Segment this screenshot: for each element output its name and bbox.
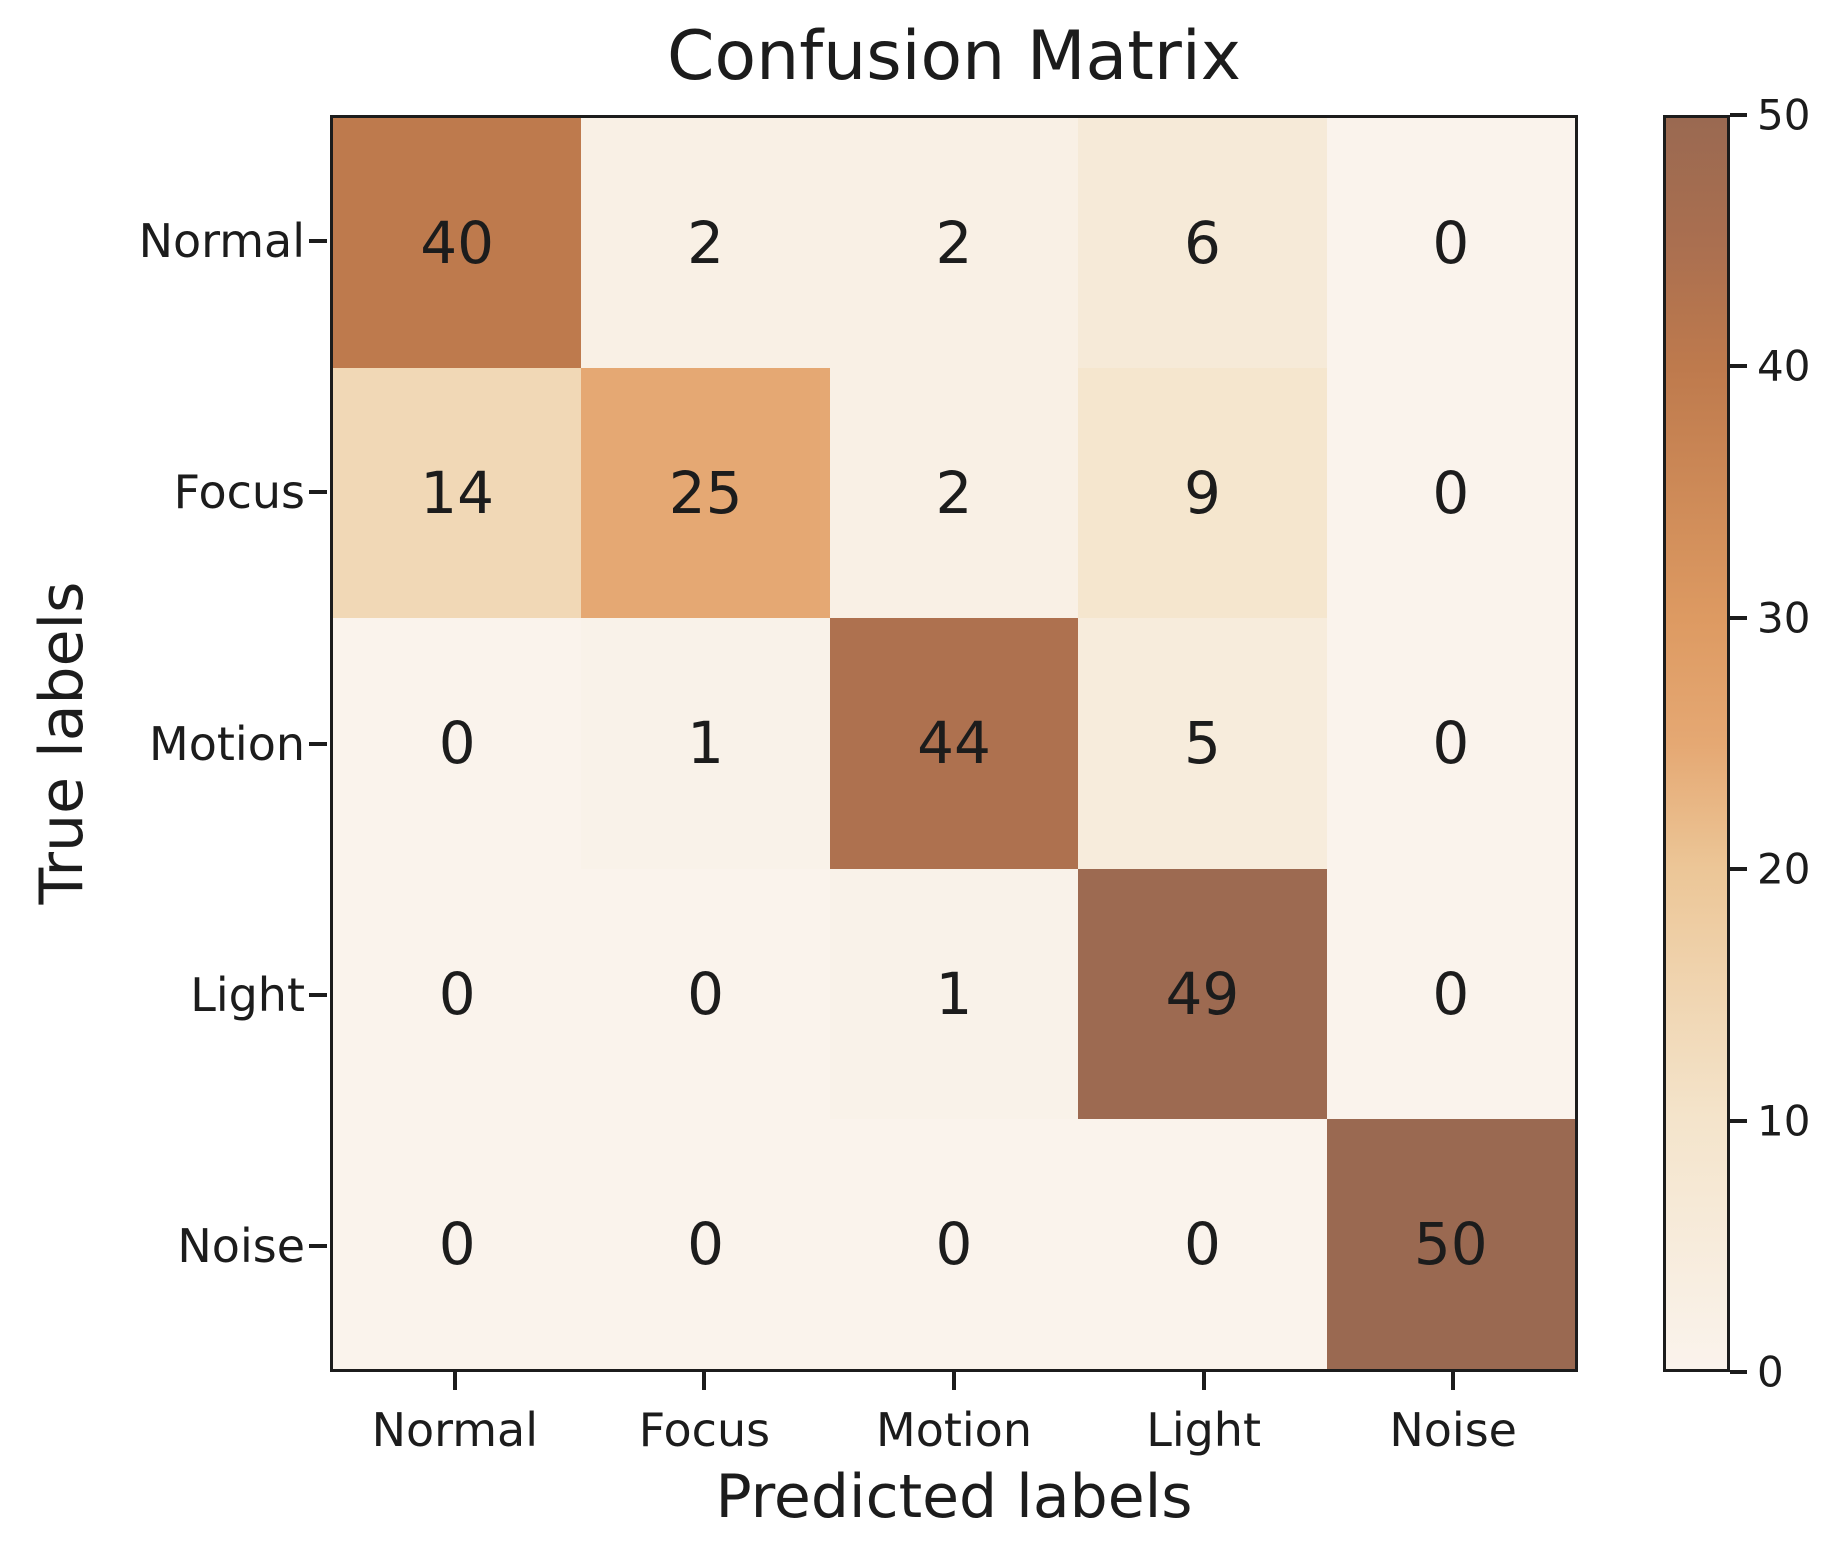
heatmap-grid: 40 2 2 6 0 14 25 2 9 0 0 1 44 5 0 0 0 1 49 0 0 0 0 0 50 bbox=[330, 115, 1578, 1372]
y-tick-label: Noise bbox=[177, 1219, 305, 1274]
x-tick-mark bbox=[452, 1372, 457, 1390]
x-tick-mark bbox=[1451, 1372, 1456, 1390]
matrix-cell: 0 bbox=[1078, 1118, 1327, 1369]
matrix-cell: 9 bbox=[1078, 368, 1327, 619]
colorbar-tick-mark bbox=[1730, 1118, 1747, 1123]
matrix-cell: 49 bbox=[1078, 868, 1327, 1119]
matrix-cell: 0 bbox=[333, 868, 582, 1119]
matrix-cell: 0 bbox=[333, 618, 582, 869]
colorbar-tick-mark bbox=[1730, 615, 1747, 620]
matrix-cell: 2 bbox=[829, 368, 1079, 619]
matrix-cell: 25 bbox=[581, 368, 830, 619]
colorbar-tick-mark bbox=[1730, 867, 1747, 872]
y-tick-label: Normal bbox=[138, 213, 305, 268]
matrix-cell: 2 bbox=[829, 118, 1079, 369]
x-tick-label: Motion bbox=[876, 1403, 1032, 1457]
matrix-cell: 5 bbox=[1078, 618, 1327, 869]
y-tick-label: Light bbox=[190, 967, 305, 1022]
y-tick-mark bbox=[309, 741, 327, 746]
x-tick-mark bbox=[952, 1372, 956, 1390]
colorbar-tick-label: 20 bbox=[1757, 844, 1811, 894]
matrix-cell: 1 bbox=[581, 618, 830, 869]
matrix-cell: 0 bbox=[581, 868, 830, 1119]
matrix-cell: 0 bbox=[829, 1118, 1079, 1369]
colorbar-tick-label: 40 bbox=[1757, 341, 1811, 391]
y-tick-mark bbox=[309, 992, 327, 997]
x-tick-label: Normal bbox=[371, 1403, 539, 1457]
x-tick-label: Noise bbox=[1389, 1403, 1517, 1457]
x-axis-label: Predicted labels bbox=[715, 1462, 1193, 1532]
matrix-cell: 40 bbox=[333, 118, 582, 369]
matrix-cell: 2 bbox=[581, 118, 830, 369]
colorbar-tick-label: 30 bbox=[1757, 593, 1811, 643]
y-tick-mark bbox=[309, 1244, 327, 1249]
x-tick-label: Focus bbox=[638, 1403, 771, 1457]
y-tick-mark bbox=[309, 490, 327, 495]
colorbar-tick-mark bbox=[1730, 1370, 1747, 1374]
x-tick-mark bbox=[702, 1372, 707, 1390]
y-tick-label: Motion bbox=[149, 716, 305, 771]
matrix-cell: 0 bbox=[1326, 868, 1575, 1119]
matrix-cell: 0 bbox=[1326, 618, 1575, 869]
matrix-cell: 44 bbox=[829, 618, 1079, 869]
y-tick-label: Focus bbox=[173, 465, 305, 520]
matrix-cell: 1 bbox=[829, 868, 1079, 1119]
matrix-cell: 14 bbox=[333, 368, 582, 619]
matrix-cell: 0 bbox=[333, 1118, 582, 1369]
y-tick-mark bbox=[309, 238, 327, 243]
matrix-cell: 0 bbox=[581, 1118, 830, 1369]
colorbar-tick-label: 50 bbox=[1757, 90, 1811, 140]
colorbar-gradient bbox=[1663, 115, 1730, 1372]
matrix-cell: 50 bbox=[1326, 1118, 1575, 1369]
matrix-cell: 0 bbox=[1326, 118, 1575, 369]
x-tick-mark bbox=[1201, 1372, 1206, 1390]
colorbar-tick-label: 10 bbox=[1757, 1096, 1811, 1146]
matrix-cell: 0 bbox=[1326, 368, 1575, 619]
colorbar-tick-label: 0 bbox=[1757, 1347, 1784, 1397]
chart-title: Confusion Matrix bbox=[667, 17, 1241, 96]
colorbar-tick-mark bbox=[1730, 364, 1747, 369]
x-tick-label: Light bbox=[1146, 1403, 1261, 1457]
matrix-cell: 6 bbox=[1078, 118, 1327, 369]
colorbar-tick-mark bbox=[1730, 113, 1747, 117]
